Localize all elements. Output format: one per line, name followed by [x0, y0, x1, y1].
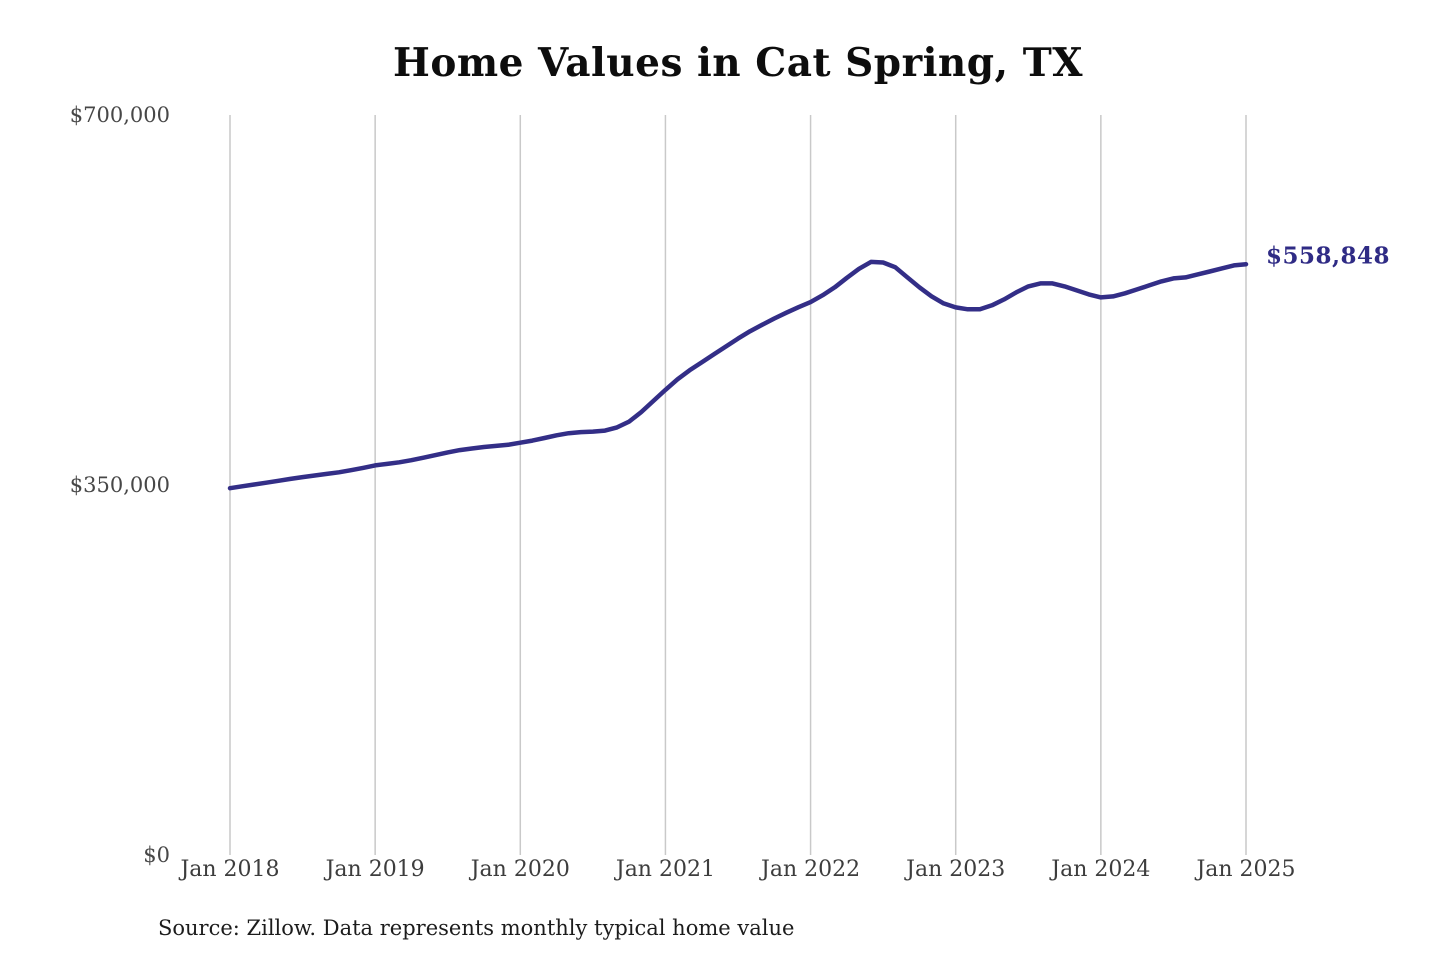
y-tick-label: $700,000	[69, 103, 170, 127]
y-tick-label: $0	[143, 843, 170, 867]
x-tick-label: Jan 2021	[615, 857, 715, 882]
x-tick-label: Jan 2018	[180, 857, 280, 882]
x-tick-label: Jan 2022	[761, 857, 861, 882]
x-tick-label: Jan 2019	[325, 857, 425, 882]
x-tick-label: Jan 2023	[906, 857, 1006, 882]
chart-title: Home Values in Cat Spring, TX	[393, 40, 1083, 86]
latest-value-label: $558,848	[1266, 242, 1391, 270]
x-tick-label: Jan 2025	[1196, 857, 1296, 882]
home-value-line	[227, 259, 1249, 491]
x-tick-label: Jan 2024	[1051, 857, 1151, 882]
y-tick-label: $350,000	[69, 473, 170, 497]
source-note: Source: Zillow. Data represents monthly …	[158, 916, 795, 940]
x-tick-label: Jan 2020	[470, 857, 570, 882]
